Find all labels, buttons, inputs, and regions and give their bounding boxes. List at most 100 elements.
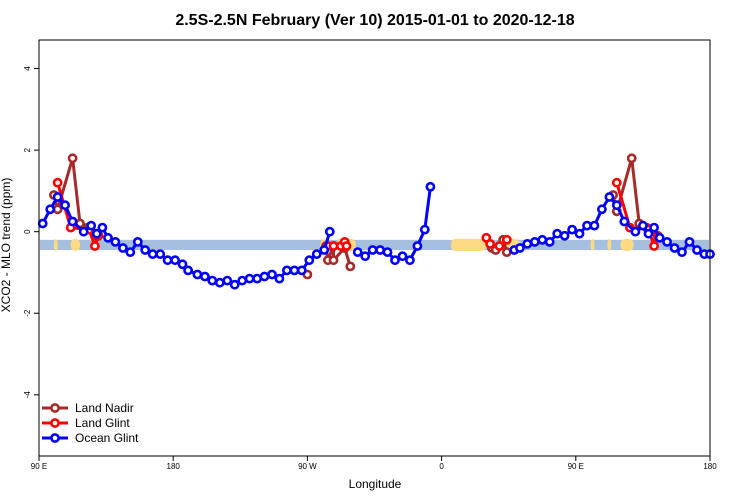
- data-point: [494, 241, 505, 251]
- data-point: [515, 243, 525, 253]
- land-mask-segment: [70, 238, 81, 252]
- legend-label: Ocean Glint: [75, 431, 139, 445]
- data-point: [259, 271, 270, 282]
- data-point: [52, 177, 63, 188]
- data-point: [611, 200, 622, 211]
- data-point: [86, 220, 97, 231]
- land-mask-segment: [620, 238, 634, 252]
- data-point: [162, 255, 173, 266]
- data-point: [662, 236, 672, 247]
- data-point: [597, 204, 607, 215]
- data-point: [110, 236, 121, 247]
- data-point: [692, 245, 702, 255]
- data-point: [328, 255, 339, 266]
- y-axis: -4 -2 0 2 4: [23, 66, 39, 399]
- data-point: [132, 236, 143, 247]
- data-point: [604, 192, 615, 202]
- data-point: [222, 275, 233, 286]
- data-point: [229, 279, 240, 290]
- data-point: [183, 265, 193, 276]
- legend-entry: Ocean Glint: [42, 431, 139, 445]
- data-point: [103, 232, 113, 243]
- x-axis: 90 E 180 90 W 0 90 E 180: [31, 456, 717, 471]
- x-tick-label: 90 W: [298, 462, 317, 471]
- data-point: [281, 265, 292, 276]
- y-tick-label: 2: [23, 147, 32, 152]
- reference-band-layer: [40, 239, 709, 251]
- data-point: [37, 218, 48, 229]
- data-point: [589, 220, 600, 231]
- data-point: [574, 228, 585, 239]
- plot-area: [37, 39, 715, 457]
- data-point: [67, 153, 78, 164]
- x-tick-label: 90 E: [568, 462, 584, 471]
- y-tick-label: -2: [23, 309, 32, 317]
- legend-label: Land Glint: [75, 416, 130, 430]
- x-tick-label: 0: [439, 462, 444, 471]
- x-tick-label: 180: [703, 462, 717, 471]
- data-point: [529, 236, 540, 247]
- data-point: [274, 273, 285, 284]
- data-point: [684, 236, 695, 247]
- data-point: [311, 249, 322, 259]
- data-point: [91, 228, 102, 239]
- data-point: [649, 241, 659, 251]
- data-point: [626, 153, 637, 164]
- data-point: [207, 275, 218, 286]
- reference-band: [40, 239, 709, 251]
- data-point: [324, 226, 335, 237]
- data-point: [501, 234, 512, 245]
- data-point: [669, 243, 680, 253]
- data-point: [155, 249, 166, 259]
- data-point: [319, 245, 330, 255]
- data-point: [296, 265, 307, 276]
- data-point: [341, 241, 352, 251]
- series-ocean-glint: [37, 181, 715, 290]
- data-point: [611, 177, 622, 188]
- data-point: [649, 222, 659, 233]
- chart-title: 2.5S-2.5N February (Ver 10) 2015-01-01 t…: [175, 12, 574, 29]
- data-point: [97, 222, 108, 233]
- data-point: [345, 261, 356, 272]
- data-point: [237, 275, 248, 286]
- data-point: [397, 251, 408, 262]
- data-point: [177, 259, 188, 270]
- data-point: [630, 226, 641, 237]
- land-mask-segment: [607, 238, 612, 252]
- data-point: [654, 232, 665, 243]
- data-point: [643, 228, 654, 239]
- data-point: [619, 216, 630, 227]
- y-axis-label: XCO2 - MLO trend (ppm): [0, 178, 13, 313]
- land-mask-segment: [53, 238, 58, 252]
- y-tick-label: 0: [23, 229, 32, 234]
- legend-marker: [50, 403, 60, 413]
- data-point: [425, 181, 436, 192]
- y-tick-label: -4: [23, 391, 32, 399]
- data-point: [382, 247, 393, 257]
- data-point: [419, 224, 430, 235]
- data-point: [567, 224, 577, 235]
- series-land-nadir: [49, 153, 659, 280]
- data-point: [78, 226, 89, 237]
- legend-marker: [50, 418, 60, 428]
- data-point: [404, 255, 415, 266]
- data-point: [67, 216, 78, 227]
- data-point: [559, 230, 570, 241]
- legend-entry: Land Glint: [42, 416, 130, 430]
- data-point: [147, 249, 158, 259]
- plot-frame: [38, 39, 711, 457]
- data-point: [199, 271, 210, 282]
- data-point: [485, 238, 495, 249]
- data-point: [390, 255, 400, 266]
- x-tick-label: 180: [167, 462, 181, 471]
- y-tick-label: 4: [23, 66, 32, 71]
- data-point: [304, 255, 315, 266]
- data-point: [367, 245, 378, 255]
- data-point: [244, 273, 255, 284]
- x-axis-label: Longitude: [349, 477, 402, 491]
- land-mask-segment: [450, 238, 487, 252]
- data-point: [125, 247, 136, 257]
- legend-entry: Land Nadir: [42, 401, 134, 415]
